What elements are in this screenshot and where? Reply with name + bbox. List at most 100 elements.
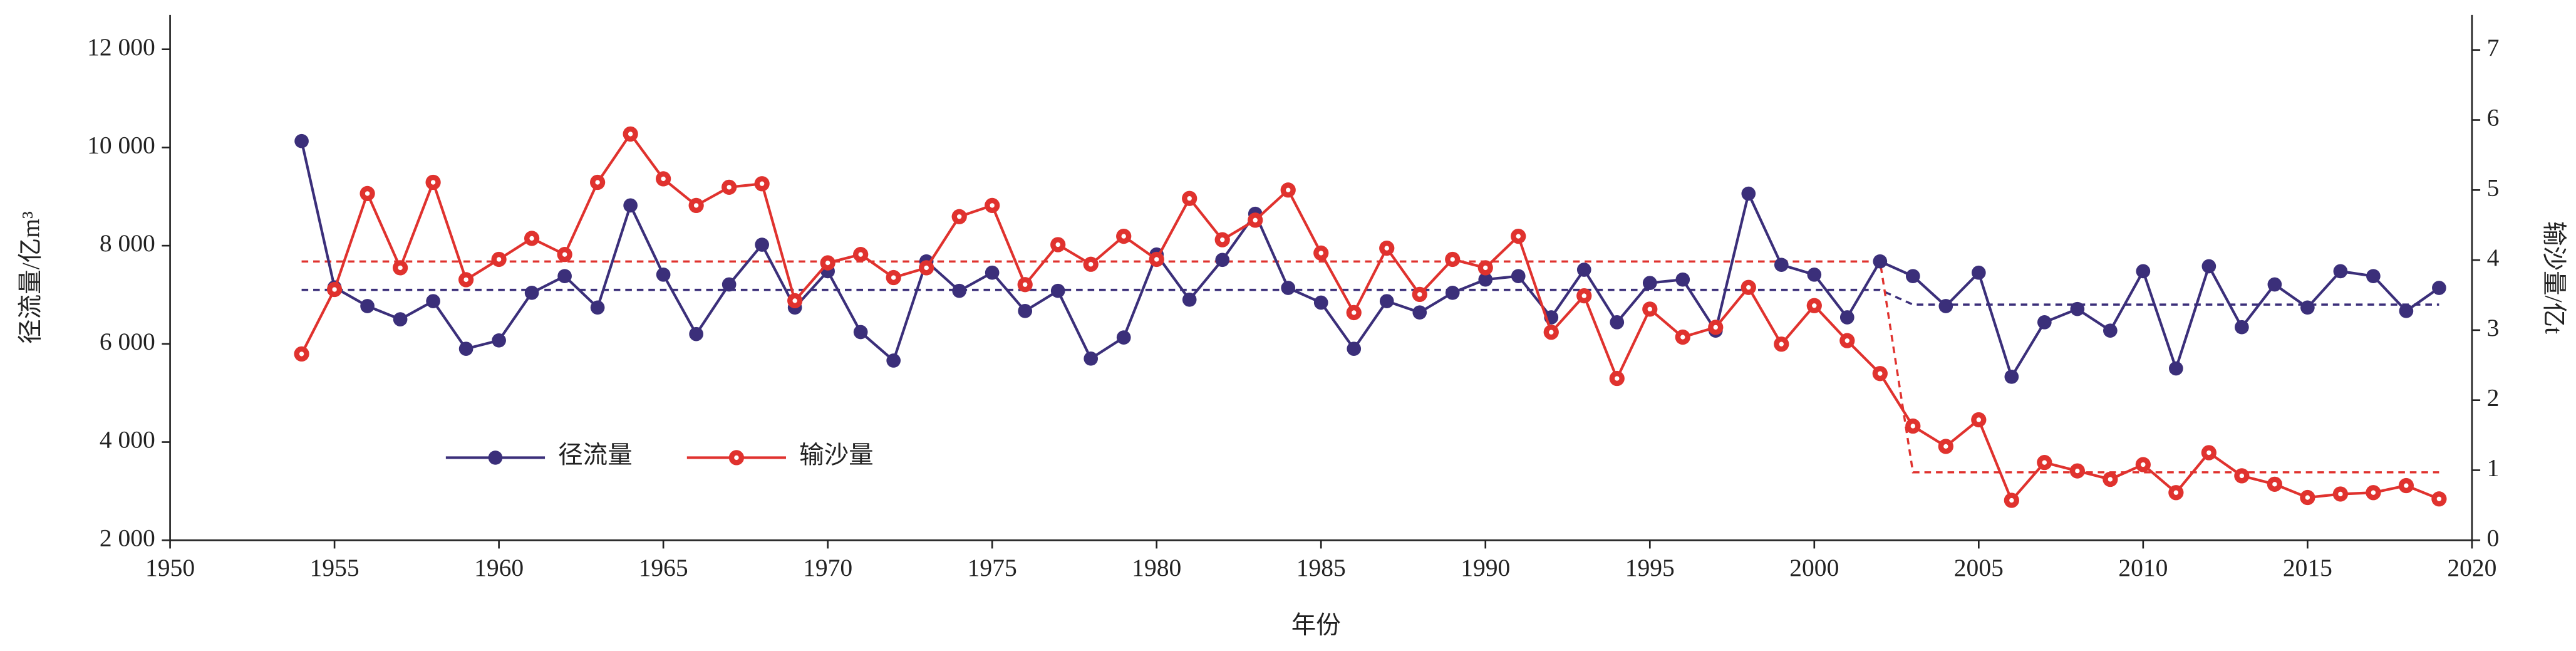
marker-center [990,203,995,208]
marker-center [1089,262,1094,267]
marker-center [1878,371,1883,376]
marker [590,300,605,315]
marker-center [529,236,534,241]
marker-center [1154,257,1159,262]
marker-center [2272,482,2277,487]
marker-center [727,185,732,190]
x-tick-label: 1980 [1132,554,1181,581]
marker-center [1615,376,1620,381]
marker-center [332,287,337,292]
marker [2070,301,2085,316]
marker-center [2141,462,2146,467]
marker-center [1220,237,1225,242]
marker-center [1384,246,1389,251]
marker-center [1318,251,1323,256]
marker [2136,264,2151,279]
y-tick-label: 12 000 [87,33,155,61]
marker-center [1483,265,1488,271]
marker [492,333,506,348]
x-tick-label: 1970 [803,554,852,581]
marker [1313,295,1328,310]
marker-center [562,252,567,257]
marker [2399,303,2414,318]
y2-tick-label: 1 [2487,454,2500,482]
marker-center [2173,490,2179,495]
x-tick-label: 1965 [639,554,688,581]
marker [524,285,539,300]
x-tick-label: 1950 [145,554,195,581]
x-tick-label: 1960 [474,554,524,581]
marker-center [1680,335,1685,340]
marker [294,133,309,148]
marker-center [1910,424,1916,429]
marker [722,277,737,292]
y2-tick-label: 3 [2487,314,2500,341]
marker [393,312,408,326]
marker [1084,351,1099,366]
marker-center [1844,338,1849,343]
marker-center [2042,460,2047,465]
marker [2267,277,2282,292]
marker-center [1022,282,1028,287]
marker-center [2436,496,2442,501]
marker-center [365,191,370,196]
y-tick-label: 8 000 [100,229,155,257]
legend-label: 径流量 [558,442,633,469]
marker [1050,283,1065,298]
marker [2169,361,2183,376]
marker [689,326,703,341]
marker [557,269,572,284]
marker [2300,300,2315,315]
marker [853,325,868,340]
x-axis-title: 年份 [1291,612,1341,639]
marker-center [2371,490,2376,495]
marker [2201,259,2216,274]
y2-tick-label: 2 [2487,384,2500,412]
x-tick-label: 2010 [2118,554,2168,581]
marker-center [825,260,830,266]
marker [1412,305,1427,320]
marker-center [2305,495,2310,500]
marker [1379,294,1394,308]
marker [886,353,901,368]
marker [1116,330,1131,345]
marker-center [693,203,699,208]
marker-center [1417,292,1422,297]
marker-center [1549,330,1554,335]
marker-center [891,275,896,280]
mean-line [301,260,2439,474]
x-tick-label: 2005 [1954,554,2004,581]
y-tick-label: 10 000 [87,131,155,159]
marker [2037,315,2052,330]
marker [1839,310,1854,325]
x-tick-label: 1985 [1296,554,1346,581]
marker [2333,264,2348,279]
y2-tick-label: 5 [2487,174,2500,201]
marker [1018,303,1033,318]
marker [1182,292,1197,307]
x-tick-label: 2000 [1789,554,1839,581]
marker [1971,265,1986,280]
marker [1938,299,1953,313]
marker-center [1352,310,1357,315]
marker-center [430,180,436,185]
marker [1642,276,1657,290]
marker-center [2239,473,2245,479]
marker-center [1943,444,1948,449]
marker [1873,254,1888,269]
marker [2235,320,2249,335]
marker [1774,258,1789,273]
marker-center [1187,196,1192,201]
marker-center [1121,234,1126,239]
marker [1576,263,1591,277]
y2-tick-label: 7 [2487,34,2500,61]
marker [458,341,473,356]
marker-center [2404,483,2409,488]
marker [1215,253,1230,268]
x-tick-label: 1975 [968,554,1017,581]
marker-center [1450,257,1455,262]
marker-center [628,132,633,137]
marker [1281,281,1296,295]
marker [2432,281,2446,295]
